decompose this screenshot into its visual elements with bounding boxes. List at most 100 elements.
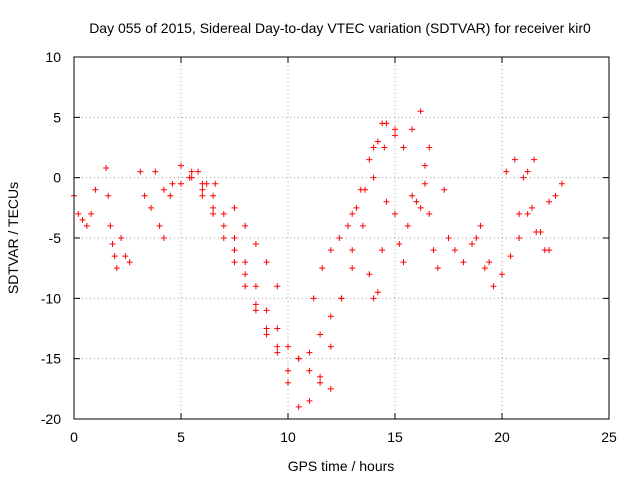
series-track-d — [137, 168, 155, 211]
data-point — [199, 180, 206, 187]
data-point — [469, 241, 476, 248]
data-point — [317, 379, 324, 386]
data-point — [160, 235, 167, 241]
data-point — [263, 325, 270, 332]
y-axis-label: SDTVAR / TECUs — [5, 182, 21, 294]
data-point — [160, 186, 167, 193]
data-point — [263, 331, 270, 338]
data-point — [546, 198, 553, 205]
data-point — [295, 355, 302, 362]
data-point — [552, 192, 559, 199]
data-point — [370, 174, 377, 181]
data-point — [79, 216, 86, 223]
x-tick-label: 15 — [387, 429, 403, 445]
data-point — [481, 265, 488, 272]
series-track-m — [310, 120, 386, 302]
data-point — [524, 168, 531, 175]
y-tick-label: -10 — [41, 290, 61, 306]
data-point — [83, 222, 90, 229]
series-track-h — [188, 168, 281, 350]
data-point — [310, 295, 317, 302]
data-point — [327, 343, 334, 350]
data-point — [520, 174, 527, 181]
data-point — [396, 241, 403, 248]
data-point — [327, 385, 334, 392]
data-point — [220, 235, 227, 241]
data-point — [156, 222, 163, 229]
data-point — [242, 222, 249, 229]
data-point — [349, 247, 356, 254]
data-point — [392, 126, 398, 133]
data-point — [188, 168, 195, 175]
series-track-b — [103, 165, 120, 272]
data-point — [220, 210, 227, 217]
data-point — [152, 168, 159, 175]
data-point — [507, 253, 514, 260]
data-point — [409, 126, 416, 133]
data-point — [210, 192, 217, 199]
data-point — [306, 349, 313, 356]
data-point — [252, 283, 259, 290]
data-point — [336, 235, 343, 241]
data-point — [317, 331, 324, 338]
data-point — [359, 222, 366, 229]
data-point — [169, 180, 176, 187]
grid — [74, 57, 609, 419]
series-track-v — [503, 156, 553, 254]
data-point — [357, 186, 364, 193]
data-point — [381, 144, 388, 151]
data-point — [537, 228, 544, 235]
data-point — [486, 259, 493, 266]
data-point — [370, 295, 377, 302]
data-point — [263, 307, 270, 314]
series-track-x — [546, 180, 565, 205]
data-point — [88, 210, 95, 217]
data-point — [137, 168, 144, 175]
data-point — [92, 186, 99, 193]
data-point — [400, 144, 407, 151]
data-point — [460, 259, 467, 266]
data-point — [103, 165, 110, 172]
series-track-s — [441, 186, 448, 193]
data-point — [252, 301, 259, 308]
data-point — [274, 343, 281, 350]
x-tick-label: 10 — [280, 429, 296, 445]
data-point — [231, 204, 238, 211]
data-point — [338, 295, 345, 302]
data-point — [231, 235, 238, 241]
data-point — [516, 210, 523, 217]
data-point — [434, 265, 441, 272]
data-point — [306, 367, 313, 374]
data-point — [430, 247, 437, 254]
data-point — [210, 204, 217, 211]
x-tick-label: 25 — [601, 429, 617, 445]
data-point — [426, 144, 433, 151]
data-point — [473, 235, 480, 241]
data-point — [524, 210, 531, 217]
data-point — [195, 168, 202, 175]
series-track-c — [118, 235, 133, 266]
data-point — [122, 253, 129, 260]
data-point — [220, 222, 227, 229]
series-track-i — [199, 180, 334, 392]
y-tick-label: -5 — [49, 230, 62, 246]
data-points — [71, 108, 565, 410]
series-track-g — [167, 174, 291, 374]
data-point — [231, 259, 238, 266]
data-point — [511, 156, 518, 163]
data-point — [242, 259, 249, 266]
data-point — [417, 108, 424, 115]
data-point — [417, 204, 424, 211]
data-point — [366, 156, 373, 163]
data-point — [319, 265, 326, 272]
chart-title: Day 055 of 2015, Sidereal Day-to-day VTE… — [89, 20, 591, 36]
data-point — [344, 222, 351, 229]
data-point — [274, 283, 281, 290]
y-tick-label: 5 — [53, 109, 61, 125]
y-tick-label: -20 — [41, 411, 61, 427]
data-point — [531, 156, 538, 163]
data-point — [295, 403, 302, 410]
series-track-e — [152, 168, 167, 241]
x-tick-label: 20 — [494, 429, 510, 445]
data-point — [231, 247, 238, 254]
